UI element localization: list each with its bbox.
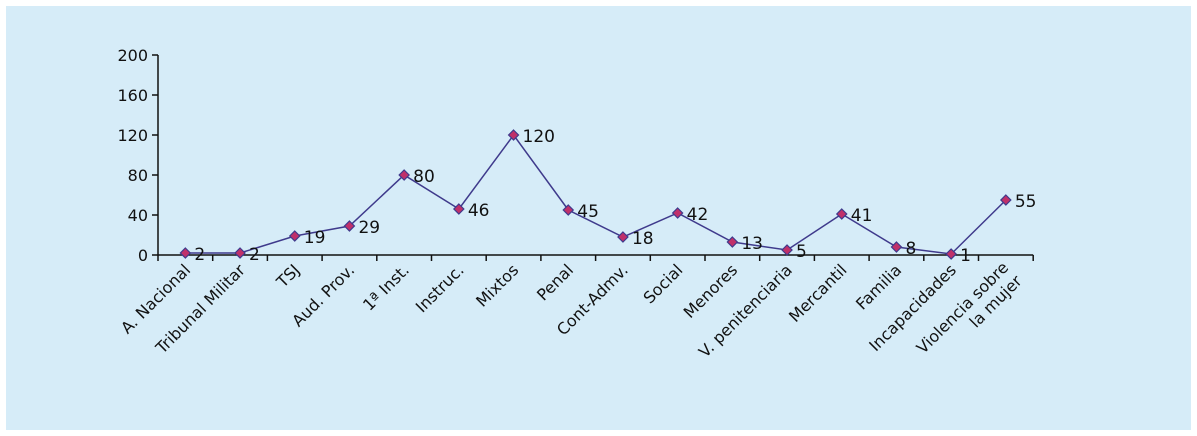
data-label: 41 — [851, 206, 873, 226]
x-category-label: Penal — [533, 260, 577, 304]
series-line — [185, 133, 1007, 255]
data-point-marker — [179, 247, 192, 259]
data-point-marker — [671, 207, 684, 219]
x-category-label: Mixtos — [472, 260, 522, 310]
data-label: 5 — [796, 242, 807, 262]
y-tick-label: 40 — [128, 206, 148, 225]
data-label: 46 — [468, 201, 490, 221]
y-tick-label: 200 — [117, 46, 148, 65]
data-point-marker — [234, 247, 246, 259]
x-category-label: Social — [640, 260, 687, 307]
data-point-marker — [726, 236, 739, 248]
data-label: 19 — [304, 228, 326, 248]
data-point-marker — [945, 248, 957, 260]
data-point-marker — [890, 241, 903, 253]
x-category-label: 1ª Inst. — [359, 260, 413, 314]
data-point-marker — [835, 208, 848, 220]
data-label: 29 — [358, 218, 380, 238]
data-point-marker — [562, 204, 575, 216]
data-point-marker — [398, 169, 410, 181]
y-tick-label: 120 — [117, 126, 148, 145]
data-label: 2 — [249, 245, 260, 265]
y-tick-label: 80 — [128, 166, 148, 185]
x-category-label: Mercantil — [785, 260, 851, 326]
data-point-marker — [1000, 194, 1012, 206]
x-category-label: TSJ — [272, 260, 304, 292]
data-label: 2 — [194, 245, 205, 265]
data-label: 13 — [741, 234, 763, 254]
data-label: 80 — [413, 167, 435, 187]
data-point-marker — [617, 231, 629, 243]
x-category-label: Violencia sobrela mujer — [913, 258, 1026, 371]
data-label: 55 — [1015, 192, 1037, 212]
data-point-marker — [507, 129, 520, 141]
data-label: 1 — [960, 246, 971, 266]
data-label: 18 — [632, 229, 654, 249]
data-label: 8 — [905, 239, 916, 259]
y-tick-label: 160 — [117, 86, 148, 105]
chart-panel: 0 40 80 120 160 200 A. Nacional Tribunal Milita… — [6, 6, 1191, 430]
data-point-marker — [453, 203, 465, 215]
data-label: 45 — [577, 202, 599, 222]
data-label: 120 — [523, 127, 555, 147]
data-point-marker — [781, 244, 793, 256]
y-tick-label: 0 — [138, 246, 148, 265]
x-category-label: Familia — [852, 260, 905, 313]
data-label: 42 — [687, 205, 709, 225]
data-point-marker — [288, 230, 301, 242]
x-category-label: V. penitenciaria — [695, 260, 796, 361]
data-point-marker — [343, 220, 356, 232]
x-category-label: Instruc. — [412, 260, 468, 316]
